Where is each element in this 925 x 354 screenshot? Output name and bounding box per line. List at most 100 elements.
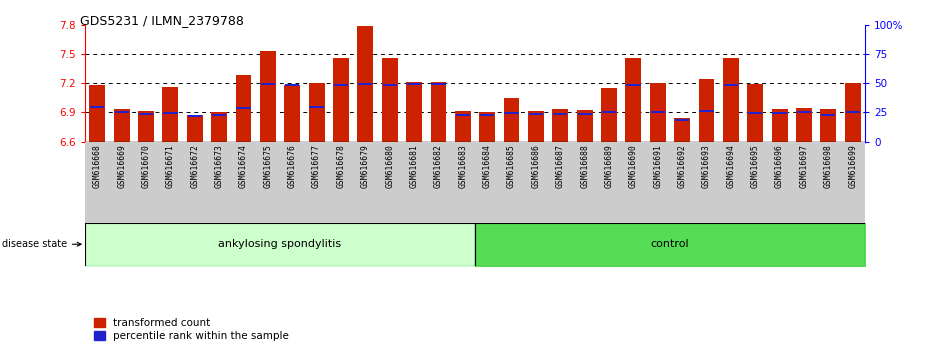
- Bar: [625, 58, 641, 142]
- Text: GSM616698: GSM616698: [824, 144, 833, 188]
- Bar: [723, 58, 739, 142]
- Text: GSM616696: GSM616696: [775, 144, 784, 188]
- Text: GSM616687: GSM616687: [556, 144, 565, 188]
- Bar: [845, 111, 860, 113]
- Text: GSM616686: GSM616686: [531, 144, 540, 188]
- Bar: [309, 83, 325, 142]
- Bar: [114, 109, 130, 142]
- Bar: [358, 83, 373, 85]
- Bar: [553, 113, 567, 115]
- Text: GSM616683: GSM616683: [458, 144, 467, 188]
- Bar: [675, 119, 689, 121]
- Text: control: control: [650, 239, 689, 249]
- Bar: [772, 112, 787, 114]
- Bar: [115, 111, 129, 113]
- Bar: [310, 106, 324, 108]
- Bar: [674, 118, 690, 142]
- Bar: [748, 112, 762, 114]
- Bar: [796, 111, 811, 113]
- Bar: [382, 58, 398, 142]
- Bar: [771, 109, 787, 142]
- Text: disease state: disease state: [2, 239, 81, 249]
- Text: GSM616695: GSM616695: [751, 144, 759, 188]
- Bar: [747, 84, 763, 142]
- Bar: [796, 108, 812, 142]
- Bar: [261, 83, 275, 85]
- Bar: [285, 84, 300, 86]
- Bar: [820, 109, 836, 142]
- Text: GSM616699: GSM616699: [848, 144, 857, 188]
- Bar: [139, 113, 154, 115]
- Bar: [455, 112, 471, 142]
- Text: GSM616671: GSM616671: [166, 144, 175, 188]
- Text: GSM616694: GSM616694: [726, 144, 735, 188]
- Text: GSM616692: GSM616692: [678, 144, 686, 188]
- Bar: [479, 112, 495, 142]
- Bar: [138, 112, 154, 142]
- Legend: transformed count, percentile rank within the sample: transformed count, percentile rank withi…: [91, 314, 293, 345]
- Bar: [821, 114, 835, 116]
- Bar: [456, 114, 470, 116]
- Bar: [237, 107, 251, 109]
- Bar: [504, 112, 519, 114]
- Bar: [480, 114, 494, 116]
- Text: GSM616689: GSM616689: [605, 144, 613, 188]
- Bar: [845, 83, 860, 142]
- Bar: [188, 115, 202, 117]
- Text: GSM616670: GSM616670: [142, 144, 151, 188]
- Bar: [577, 113, 592, 115]
- Text: GSM616676: GSM616676: [288, 144, 297, 188]
- Bar: [650, 83, 666, 142]
- Bar: [552, 109, 568, 142]
- Bar: [163, 112, 178, 114]
- Bar: [163, 87, 179, 142]
- Text: ankylosing spondylitis: ankylosing spondylitis: [218, 239, 341, 249]
- Bar: [406, 82, 422, 142]
- Bar: [431, 83, 446, 85]
- Text: GSM616681: GSM616681: [410, 144, 419, 188]
- Bar: [528, 112, 544, 142]
- Bar: [334, 84, 348, 86]
- Bar: [90, 85, 105, 142]
- Bar: [211, 112, 227, 142]
- Text: GSM616675: GSM616675: [264, 144, 272, 188]
- Bar: [576, 110, 593, 142]
- Bar: [383, 84, 397, 86]
- Text: GSM616680: GSM616680: [385, 144, 394, 188]
- Text: GSM616674: GSM616674: [239, 144, 248, 188]
- Text: GSM616690: GSM616690: [629, 144, 638, 188]
- Bar: [333, 58, 349, 142]
- Text: GSM616684: GSM616684: [483, 144, 492, 188]
- Bar: [699, 110, 713, 112]
- Bar: [602, 111, 616, 113]
- Bar: [284, 85, 300, 142]
- Text: GSM616668: GSM616668: [92, 144, 102, 188]
- Bar: [187, 115, 203, 142]
- Bar: [357, 26, 374, 142]
- Bar: [212, 114, 227, 116]
- Bar: [430, 82, 447, 142]
- Text: GSM616669: GSM616669: [117, 144, 126, 188]
- Bar: [90, 106, 105, 108]
- Bar: [601, 88, 617, 142]
- Bar: [529, 113, 543, 115]
- Bar: [650, 111, 665, 113]
- Bar: [260, 51, 276, 142]
- Text: GSM616691: GSM616691: [653, 144, 662, 188]
- Bar: [407, 83, 421, 85]
- Text: GSM616682: GSM616682: [434, 144, 443, 188]
- Text: GSM616693: GSM616693: [702, 144, 711, 188]
- Bar: [236, 75, 252, 142]
- Text: GSM616678: GSM616678: [337, 144, 345, 188]
- Bar: [723, 84, 738, 86]
- Text: GSM616672: GSM616672: [191, 144, 199, 188]
- Text: GDS5231 / ILMN_2379788: GDS5231 / ILMN_2379788: [80, 14, 244, 27]
- Bar: [698, 79, 714, 142]
- Text: GSM616688: GSM616688: [580, 144, 589, 188]
- Text: GSM616697: GSM616697: [799, 144, 808, 188]
- Text: GSM616673: GSM616673: [215, 144, 224, 188]
- Bar: [626, 84, 640, 86]
- Text: GSM616685: GSM616685: [507, 144, 516, 188]
- Bar: [503, 98, 520, 142]
- Text: GSM616679: GSM616679: [361, 144, 370, 188]
